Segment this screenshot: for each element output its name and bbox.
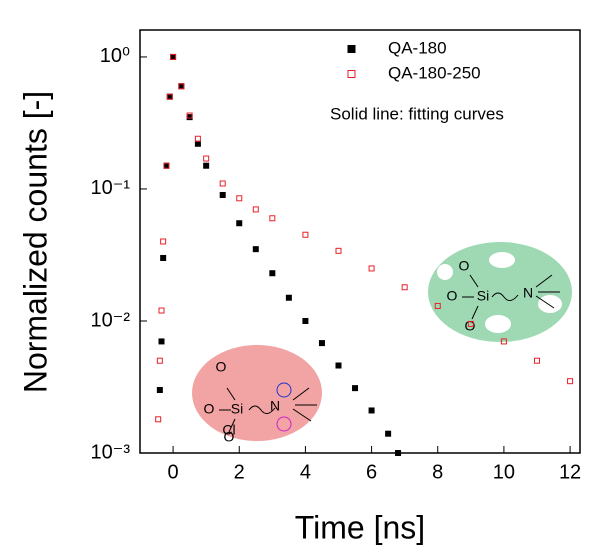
data-point	[236, 220, 243, 227]
data-point	[269, 270, 276, 277]
data-point	[368, 407, 375, 414]
data-point	[163, 162, 170, 169]
inset-label: Cl	[222, 422, 235, 438]
data-point	[170, 53, 177, 60]
x-tick-label: 12	[559, 461, 581, 483]
data-point	[252, 206, 259, 213]
data-point	[434, 302, 441, 309]
data-point	[203, 162, 210, 169]
inset-background	[428, 242, 572, 342]
bond-lines	[462, 274, 560, 320]
data-point	[203, 155, 210, 162]
data-point	[194, 135, 201, 142]
charge-plus	[276, 382, 292, 398]
data-point	[368, 265, 375, 272]
data-point	[158, 338, 165, 345]
x-tick-label: 0	[168, 461, 179, 483]
data-point	[156, 357, 163, 364]
data-point	[163, 162, 170, 169]
legend-marker	[347, 45, 356, 53]
data-point	[401, 284, 408, 291]
inset-label: O	[216, 359, 227, 375]
pore	[485, 315, 511, 333]
annotation: Solid line: fitting curves	[330, 104, 504, 123]
bond-lines	[219, 387, 317, 433]
data-point	[567, 378, 574, 385]
data-point	[170, 53, 177, 60]
y-tick-label: 10⁻³	[91, 441, 131, 463]
data-point	[186, 112, 193, 119]
inset-label: O	[204, 401, 215, 417]
data-point	[158, 307, 165, 314]
plot-frame	[139, 29, 581, 454]
inset-label: Si	[477, 288, 489, 304]
data-point	[533, 357, 540, 364]
x-tick-label: 8	[432, 461, 443, 483]
legend-label: QA-180	[388, 38, 447, 57]
data-point	[166, 93, 173, 100]
inset-label: Si	[231, 401, 243, 417]
x-tick-label: 2	[234, 461, 245, 483]
pore	[437, 264, 453, 280]
legend-label: QA-180-250	[388, 63, 481, 82]
x-tick-label: 4	[300, 461, 311, 483]
x-tick-label: 6	[366, 461, 377, 483]
charge-minus	[276, 416, 292, 432]
data-point	[335, 362, 342, 369]
data-point	[156, 387, 163, 394]
data-point	[219, 180, 226, 187]
data-point	[500, 338, 507, 345]
data-point	[252, 246, 259, 253]
y-axis-title: Normalized counts [-]	[17, 91, 53, 393]
data-point	[385, 430, 392, 437]
data-point	[155, 416, 162, 423]
data-point	[186, 114, 193, 121]
x-axis-title: Time [ns]	[295, 509, 425, 545]
data-point	[302, 317, 309, 324]
y-tick-label: 10⁻²	[91, 309, 131, 331]
y-tick-label: 10⁰	[100, 45, 130, 67]
data-point	[166, 93, 173, 100]
data-point	[219, 192, 226, 199]
data-point	[302, 231, 309, 238]
data-point	[352, 385, 359, 392]
data-point	[395, 450, 402, 456]
inset-label: O	[224, 429, 235, 445]
pore	[489, 252, 515, 268]
data-point	[160, 254, 167, 261]
inset-label: N	[523, 285, 533, 301]
data-point	[467, 320, 474, 327]
data-point	[160, 238, 167, 245]
inset: OO Si NO	[428, 242, 572, 342]
pore	[538, 295, 562, 313]
data-point	[178, 83, 185, 90]
data-point	[335, 247, 342, 254]
y-tick-label: 10⁻¹	[91, 177, 131, 199]
data-point	[318, 340, 325, 347]
data-point	[269, 215, 276, 222]
inset-background	[192, 345, 322, 441]
inset-label: O	[465, 318, 476, 334]
data-point	[285, 294, 292, 301]
inset-label: O	[447, 288, 458, 304]
x-tick-label: 10	[493, 461, 515, 483]
data-point	[178, 83, 185, 90]
data-point	[236, 195, 243, 202]
legend-marker	[347, 70, 356, 78]
inset-label: O	[459, 258, 470, 274]
data-point	[194, 140, 201, 147]
inset-label: N	[270, 398, 280, 414]
